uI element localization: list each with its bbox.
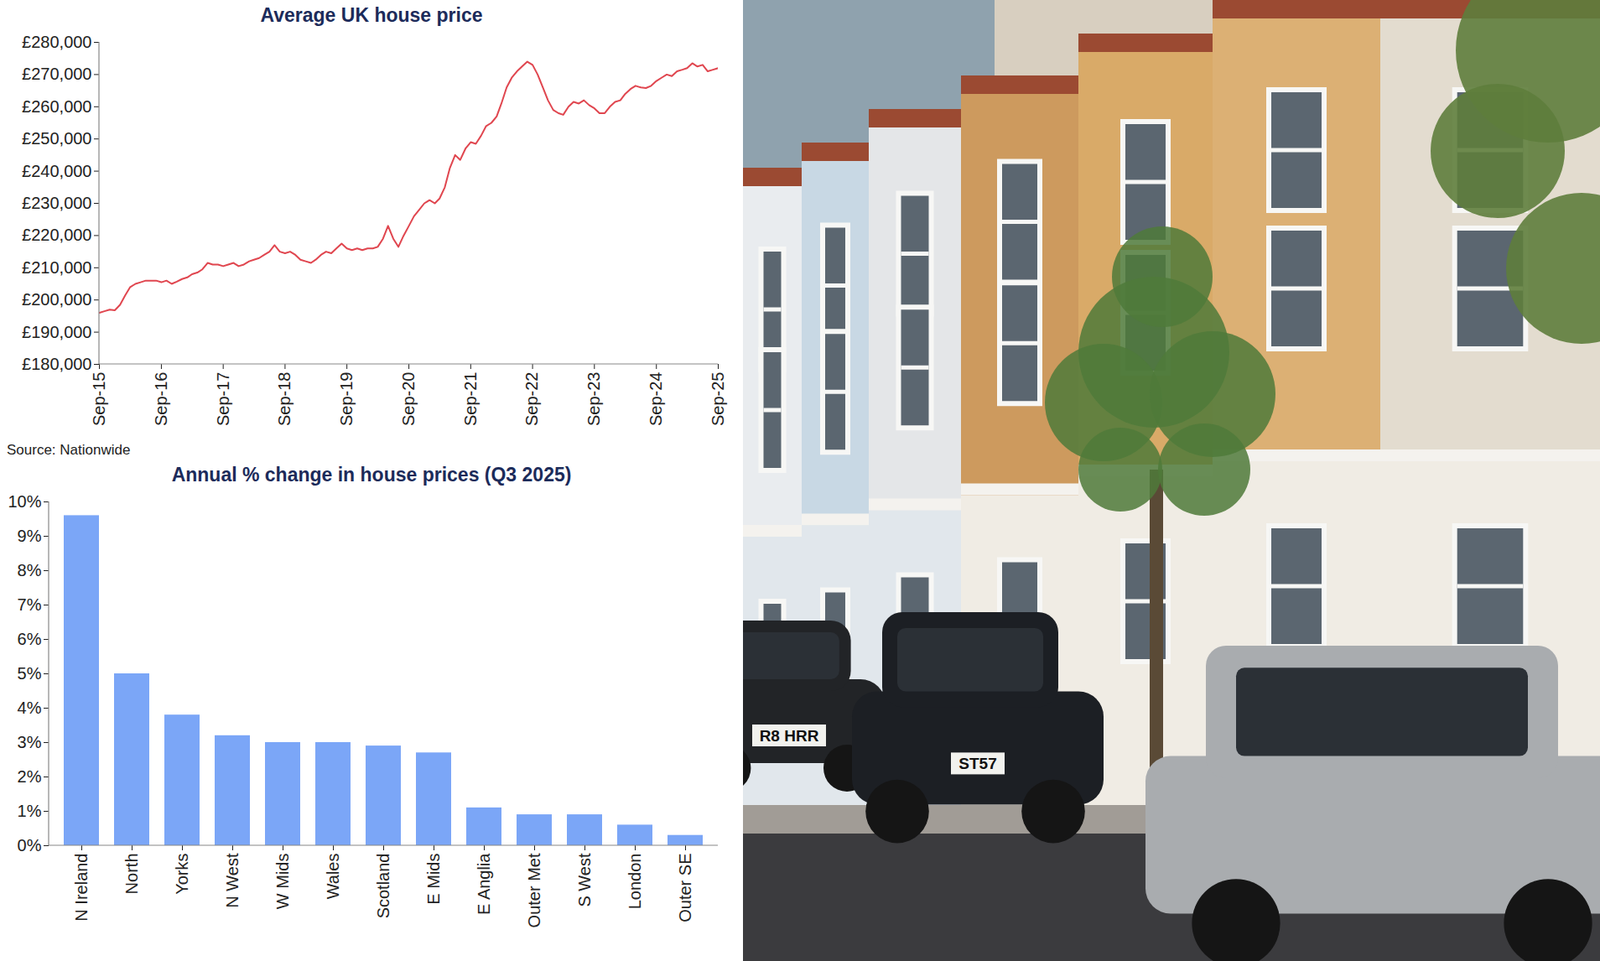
svg-text:E Anglia: E Anglia [474,852,494,915]
html-text:Average UK house price: Average UK house price [260,4,483,26]
html-text:Source: Nationwide: Source: Nationwide [6,441,131,458]
svg-text:North: North [122,853,141,895]
svg-text:Outer Met: Outer Met [524,852,544,928]
svg-text:W Mids: W Mids [273,853,292,910]
svg-text:R8 HRR: R8 HRR [759,727,820,745]
svg-text:E Mids: E Mids [424,853,443,905]
svg-text:£240,000: £240,000 [21,161,92,181]
svg-text:N West: N West [223,852,242,909]
svg-text:Outer SE: Outer SE [675,853,695,923]
svg-text:Sep-21: Sep-21 [461,372,480,427]
svg-text:£180,000: £180,000 [21,354,92,374]
svg-text:£280,000: £280,000 [21,32,92,52]
svg-text:N Ireland: N Ireland [72,853,91,922]
svg-text:10%: 10% [7,492,42,511]
svg-text:Sep-20: Sep-20 [399,372,418,427]
svg-text:ST57: ST57 [958,754,997,773]
svg-text:£200,000: £200,000 [21,290,92,309]
svg-text:S West: S West [575,852,594,908]
svg-text:6%: 6% [17,629,42,649]
svg-text:Sep-16: Sep-16 [151,372,171,427]
svg-text:£260,000: £260,000 [21,97,92,116]
svg-text:Scotland: Scotland [374,853,393,920]
svg-text:£270,000: £270,000 [21,64,92,84]
svg-text:£220,000: £220,000 [21,225,92,245]
html-text:Annual % change in house price: Annual % change in house prices (Q3 2025… [171,463,572,486]
svg-text:Sep-23: Sep-23 [584,372,603,427]
svg-text:Sep-18: Sep-18 [275,372,294,427]
svg-text:Sep-15: Sep-15 [89,372,109,427]
svg-text:Sep-24: Sep-24 [646,372,665,427]
svg-text:£190,000: £190,000 [21,322,92,342]
svg-text:£210,000: £210,000 [21,258,92,277]
svg-text:Sep-17: Sep-17 [213,372,233,427]
svg-text:Yorks: Yorks [172,853,192,895]
svg-text:Sep-22: Sep-22 [522,372,541,427]
svg-text:8%: 8% [17,561,42,580]
svg-text:0%: 0% [17,836,42,855]
svg-text:Wales: Wales [323,853,343,900]
svg-text:4%: 4% [17,698,42,717]
svg-text:7%: 7% [17,595,42,614]
svg-text:1%: 1% [17,801,42,821]
svg-text:Sep-19: Sep-19 [337,372,356,427]
svg-text:2%: 2% [17,767,42,786]
svg-text:5%: 5% [17,664,42,683]
svg-text:9%: 9% [17,526,42,546]
svg-text:£250,000: £250,000 [21,129,92,148]
svg-text:3%: 3% [17,732,42,752]
svg-text:£230,000: £230,000 [21,193,92,213]
svg-text:London: London [625,853,645,910]
svg-text:Sep-25: Sep-25 [708,372,728,427]
